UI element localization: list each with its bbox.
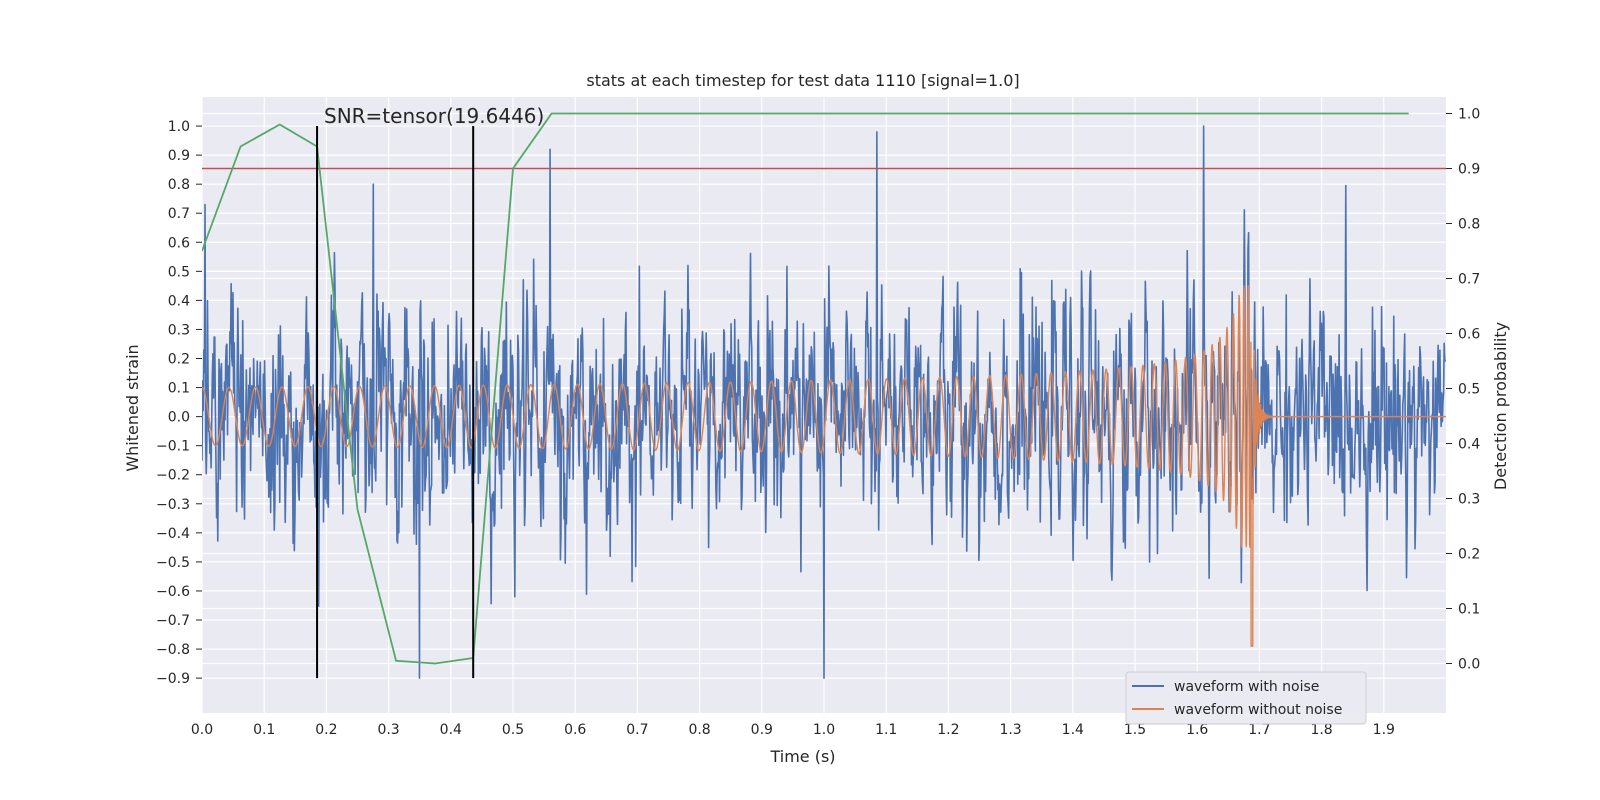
x-tick-label: 1.3 [999, 722, 1021, 738]
y-axis-ticks: −0.9 −0.8 −0.7 −0.6 −0.5 −0.4 −0.3 −0.2 −0.1 0.0 0… [156, 119, 202, 687]
y-tick-label: 0.8 [168, 177, 190, 193]
y-axis-title: Whitened strain [123, 344, 142, 471]
y-tick-label: −0.6 [156, 584, 190, 600]
x-tick-label: 1.1 [875, 722, 897, 738]
y-tick-label: 1.0 [168, 119, 190, 135]
chart-title: stats at each timestep for test data 111… [586, 71, 1019, 90]
y-tick-label: 0.7 [168, 206, 190, 222]
x-tick-label: 1.4 [1062, 722, 1084, 738]
x-tick-label: 0.4 [440, 722, 462, 738]
y-tick-label: −0.4 [156, 526, 190, 542]
legend-label-waveform-with-noise: waveform with noise [1174, 679, 1319, 695]
x-tick-label: 1.6 [1186, 722, 1208, 738]
legend-label-waveform-without-noise: waveform without noise [1174, 702, 1342, 718]
x-tick-label: 1.5 [1124, 722, 1146, 738]
y2-tick-label: 0.3 [1458, 492, 1480, 508]
y2-tick-label: 0.6 [1458, 327, 1480, 343]
y2-axis-ticks: 0.0 0.1 0.2 0.3 0.4 0.5 0.6 0.7 0.8 0.9 1.0 [1446, 107, 1480, 673]
x-tick-label: 0.1 [253, 722, 275, 738]
y-tick-label: −0.2 [156, 468, 190, 484]
y-tick-label: 0.2 [168, 352, 190, 368]
x-tick-label: 0.7 [626, 722, 648, 738]
series-line-detection-probability [202, 112, 1409, 665]
y-tick-label: 0.5 [168, 264, 190, 280]
x-tick-label: 1.0 [813, 722, 835, 738]
y-tick-label: −0.1 [156, 439, 190, 455]
x-tick-label: 0.6 [564, 722, 586, 738]
y2-tick-label: 0.7 [1458, 272, 1480, 288]
x-axis-title: Time (s) [769, 747, 835, 766]
plot-area [202, 112, 1446, 679]
x-tick-label: 1.2 [937, 722, 959, 738]
x-axis-ticks: 0.0 0.1 0.2 0.3 0.4 0.5 0.6 0.7 0.8 0.9 1.0 1.1 1.2 1… [191, 722, 1395, 738]
y2-tick-label: 1.0 [1458, 107, 1480, 123]
y-tick-label: −0.3 [156, 497, 190, 513]
legend-box [1125, 671, 1367, 725]
y-tick-label: −0.7 [156, 613, 190, 629]
x-tick-label: 0.8 [688, 722, 710, 738]
x-tick-label: 0.9 [751, 722, 773, 738]
y-tick-label: 0.6 [168, 235, 190, 251]
y2-tick-label: 0.5 [1458, 382, 1480, 398]
snr-annotation: SNR=tensor(19.6446) [324, 104, 544, 128]
y-tick-label: −0.8 [156, 642, 190, 658]
y2-tick-label: 0.9 [1458, 162, 1480, 178]
y2-tick-label: 0.1 [1458, 602, 1480, 618]
y2-tick-label: 0.0 [1458, 657, 1480, 673]
y-tick-label: 0.3 [168, 322, 190, 338]
series-line-waveform-without-noise [202, 285, 1446, 647]
y2-tick-label: 0.2 [1458, 547, 1480, 563]
y-tick-label: 0.1 [168, 381, 190, 397]
x-tick-label: 0.3 [377, 722, 399, 738]
y-tick-label: −0.5 [156, 555, 190, 571]
x-tick-label: 0.2 [315, 722, 337, 738]
y2-axis-title: Detection probability [1491, 322, 1510, 490]
y-tick-label: −0.9 [156, 671, 190, 687]
y-tick-label: 0.9 [168, 148, 190, 164]
y-tick-label: 0.0 [168, 410, 190, 426]
x-tick-label: 0.0 [191, 722, 213, 738]
legend: waveform with noise waveform without noi… [1125, 671, 1367, 725]
x-tick-label: 1.9 [1373, 722, 1395, 738]
y2-tick-label: 0.4 [1458, 437, 1480, 453]
y2-tick-label: 0.8 [1458, 217, 1480, 233]
x-tick-label: 0.5 [502, 722, 524, 738]
x-tick-label: 1.7 [1248, 722, 1270, 738]
y-tick-label: 0.4 [168, 293, 190, 309]
x-tick-label: 1.8 [1310, 722, 1332, 738]
